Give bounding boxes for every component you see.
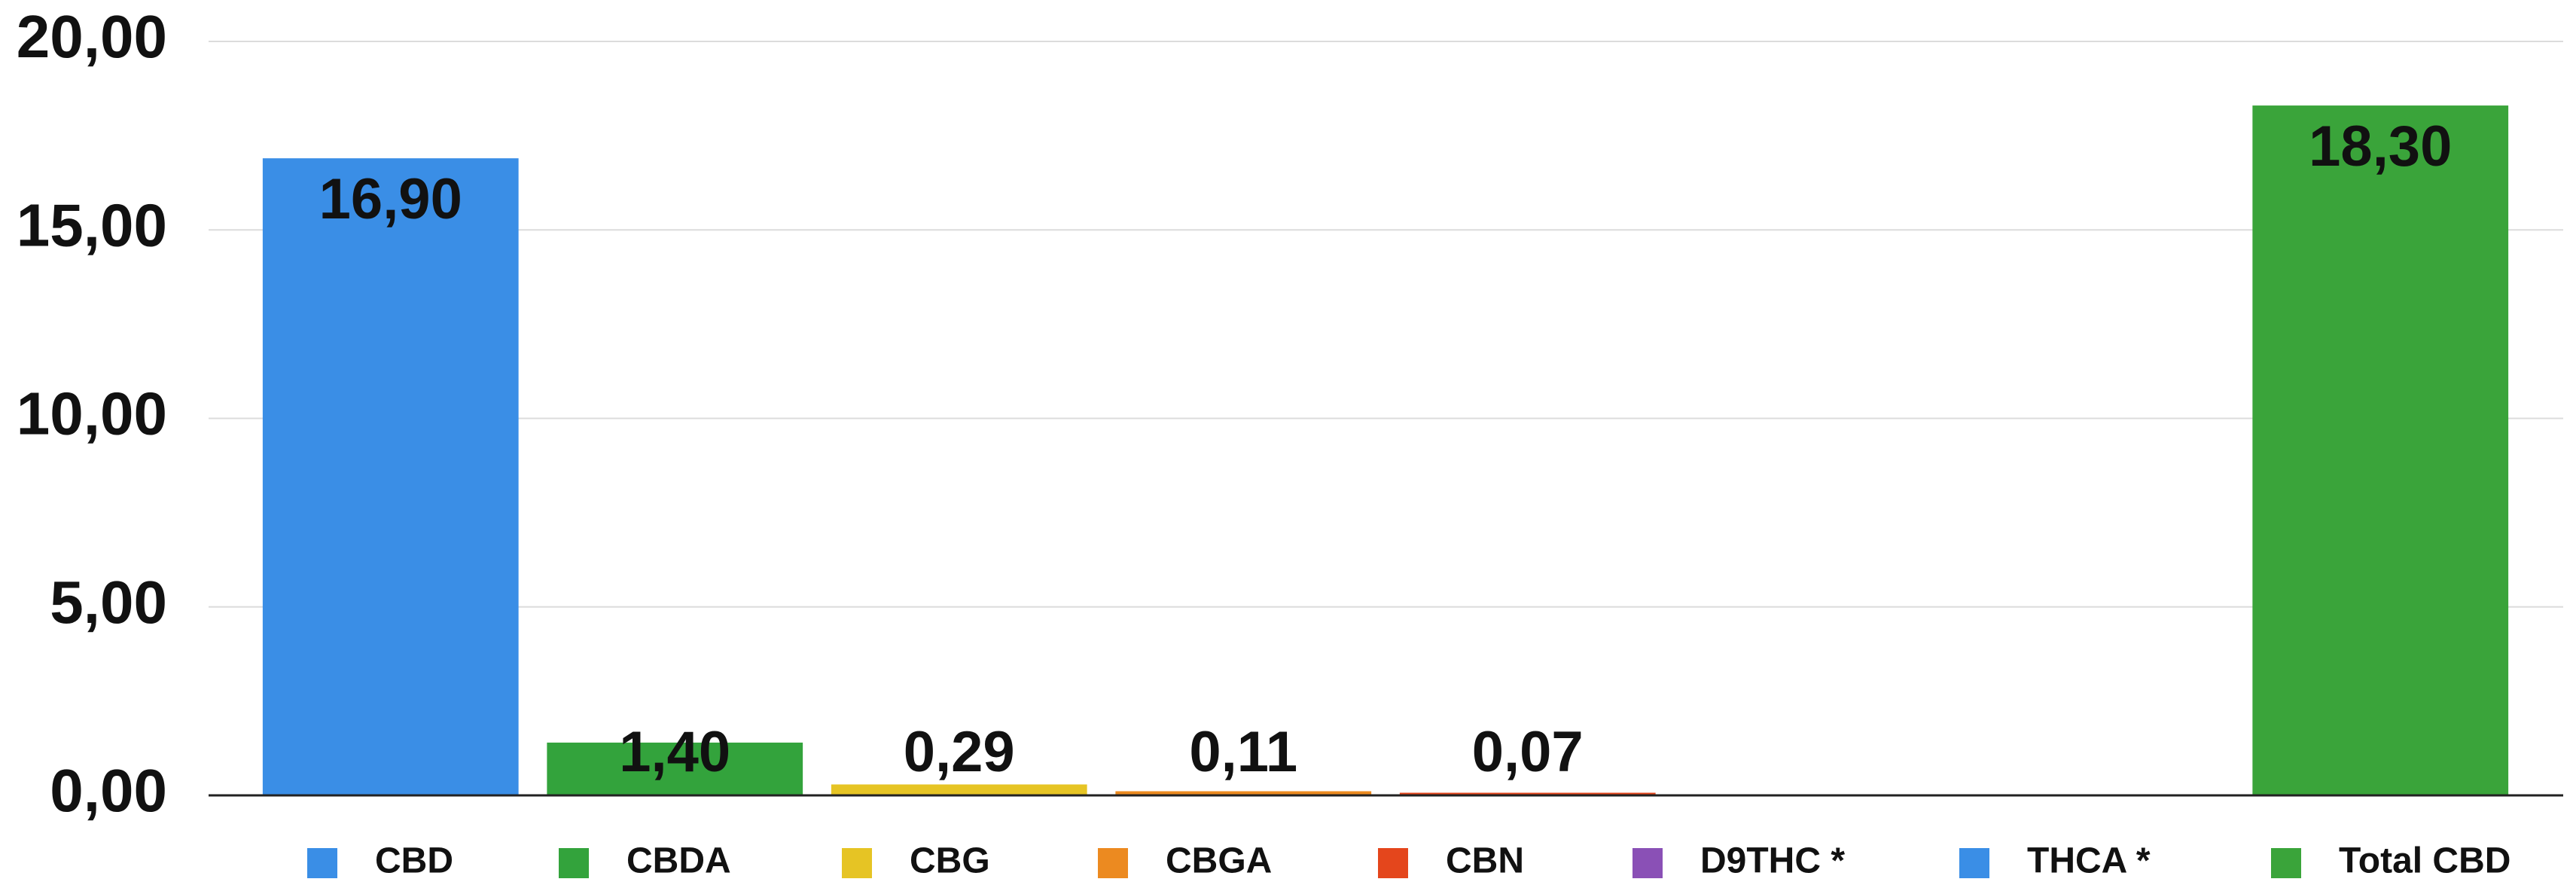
legend-label: D9THC * — [1700, 841, 1845, 881]
value-label: 18,30 — [2309, 114, 2452, 179]
y-tick-label: 0,00 — [50, 757, 167, 824]
legend-label: CBG — [910, 841, 990, 881]
legend-swatch — [2271, 848, 2301, 878]
bar — [2252, 105, 2509, 795]
value-label: 0,07 — [1472, 720, 1584, 784]
y-tick-label: 15,00 — [17, 191, 167, 258]
legend-label: Total CBD — [2339, 841, 2510, 881]
y-tick-label: 10,00 — [17, 380, 167, 447]
bar — [1115, 791, 1372, 795]
legend-swatch — [1378, 848, 1408, 878]
legend-label: CBDA — [626, 841, 731, 881]
legend-label: THCA * — [2027, 841, 2151, 881]
y-tick-label: 20,00 — [17, 3, 167, 70]
legend-swatch — [1098, 848, 1128, 878]
bar — [1399, 792, 1656, 795]
legend-label: CBGA — [1166, 841, 1272, 881]
value-label: 0,11 — [1189, 720, 1297, 784]
value-label: 0,29 — [904, 720, 1015, 784]
legend-swatch — [307, 848, 337, 878]
value-label: 1,40 — [619, 720, 730, 784]
legend-label: CBN — [1446, 841, 1524, 881]
bar — [547, 742, 803, 795]
legend-swatch — [1959, 848, 1989, 878]
legend-label: CBD — [375, 841, 453, 881]
bar — [262, 158, 519, 795]
value-label: 16,90 — [319, 167, 462, 231]
bar — [831, 784, 1087, 795]
legend-swatch — [842, 848, 872, 878]
legend-swatch — [1632, 848, 1663, 878]
y-tick-label: 5,00 — [50, 569, 167, 636]
legend-swatch — [559, 848, 589, 878]
